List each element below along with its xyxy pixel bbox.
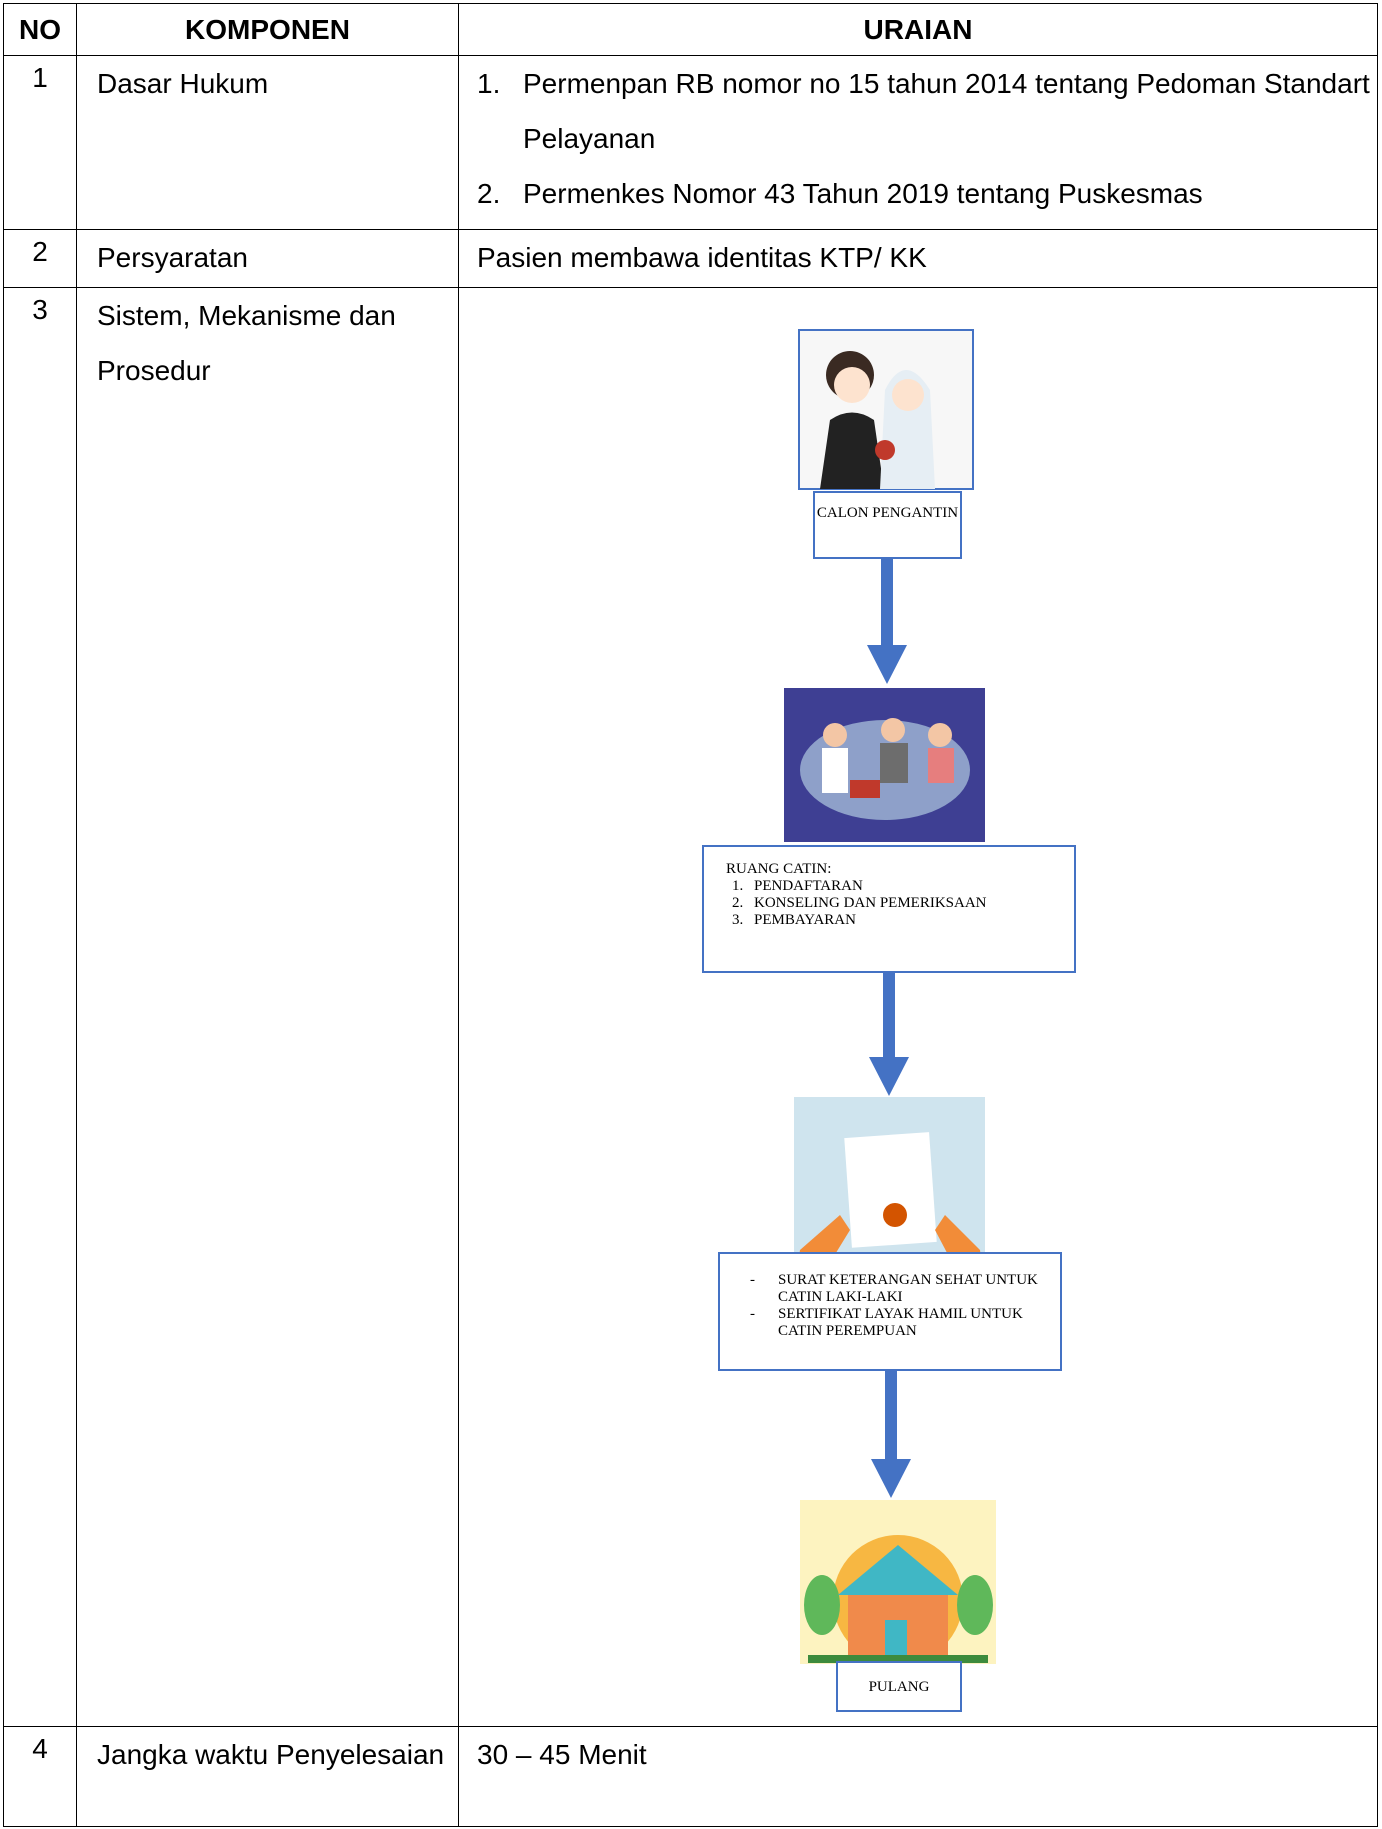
row-komponen: Persyaratan (76, 229, 459, 288)
flow-marker: 3. (732, 912, 744, 928)
flow-box: - SURAT KETERANGAN SEHAT UNTUK CATIN LAKI… (718, 1252, 1062, 1371)
flow-box: RUANG CATIN: 1. PENDAFTARAN 2. KONSELING D… (702, 845, 1076, 973)
row-no: 2 (3, 229, 77, 288)
row-uraian: Pasien membawa identitas KTP/ KK (458, 229, 1378, 288)
flow-box-title: PULANG (868, 1679, 930, 1695)
row-uraian: 1. Permenpan RB nomor no 15 tahun 2014 te… (458, 55, 1378, 230)
flow-arrow (867, 559, 911, 1498)
list-text: Permenkes Nomor 43 Tahun 2019 tentang Pu… (523, 178, 1203, 209)
flow-box-title: RUANG CATIN: (726, 861, 832, 877)
flow-text: KONSELING DAN PEMERIKSAAN (754, 895, 987, 911)
illustration-house (800, 1500, 996, 1665)
flow-item: 2. KONSELING DAN PEMERIKSAAN (726, 895, 1074, 912)
header-uraian: URAIAN (458, 3, 1378, 56)
legal-list: 1. Permenpan RB nomor no 15 tahun 2014 te… (477, 56, 1377, 221)
flow-text: SURAT KETERANGAN SEHAT UNTUK CATIN LAKI-… (778, 1272, 1038, 1305)
flow-item: - SURAT KETERANGAN SEHAT UNTUK CATIN LAKI… (750, 1272, 1040, 1306)
service-table: NO KOMPONEN URAIAN 1 Dasar Hukum 1. Perme… (3, 3, 1378, 1827)
flow-marker: 1. (732, 878, 744, 894)
flow-text: PEMBAYARAN (754, 912, 856, 928)
list-marker: 1. (477, 68, 501, 99)
flow-item: 3. PEMBAYARAN (726, 912, 1074, 929)
illustration-consultation (784, 688, 985, 842)
row-no: 3 (3, 287, 77, 1727)
flow-item: - SERTIFIKAT LAYAK HAMIL UNTUK CATIN PERE… (750, 1306, 1040, 1340)
row-komponen: Jangka waktu Penyelesaian (76, 1726, 459, 1827)
illustration-couple (798, 329, 974, 490)
flow-marker: - (750, 1272, 755, 1288)
row-uraian: 30 – 45 Menit (458, 1726, 1378, 1827)
flow-text: PENDAFTARAN (754, 878, 863, 894)
list-item: 1. Permenpan RB nomor no 15 tahun 2014 te… (477, 56, 1377, 166)
list-marker: 2. (477, 178, 501, 209)
flow-box-title: CALON PENGANTIN (816, 505, 959, 521)
header-komponen: KOMPONEN (76, 3, 459, 56)
list-item: 2. Permenkes Nomor 43 Tahun 2019 tentang … (477, 166, 1377, 221)
flow-item: 1. PENDAFTARAN (726, 878, 1074, 895)
row-no: 4 (3, 1726, 77, 1827)
flow-marker: - (750, 1306, 755, 1322)
flow-box: CALON PENGANTIN (813, 491, 962, 559)
header-no: NO (3, 3, 77, 56)
row-komponen: Sistem, Mekanisme dan Prosedur (76, 287, 459, 1727)
flow-marker: 2. (732, 895, 744, 911)
flow-text: SERTIFIKAT LAYAK HAMIL UNTUK CATIN PEREM… (778, 1306, 1023, 1339)
list-text: Permenpan RB nomor no 15 tahun 2014 tent… (523, 68, 1370, 154)
flow-box: PULANG (836, 1661, 962, 1712)
